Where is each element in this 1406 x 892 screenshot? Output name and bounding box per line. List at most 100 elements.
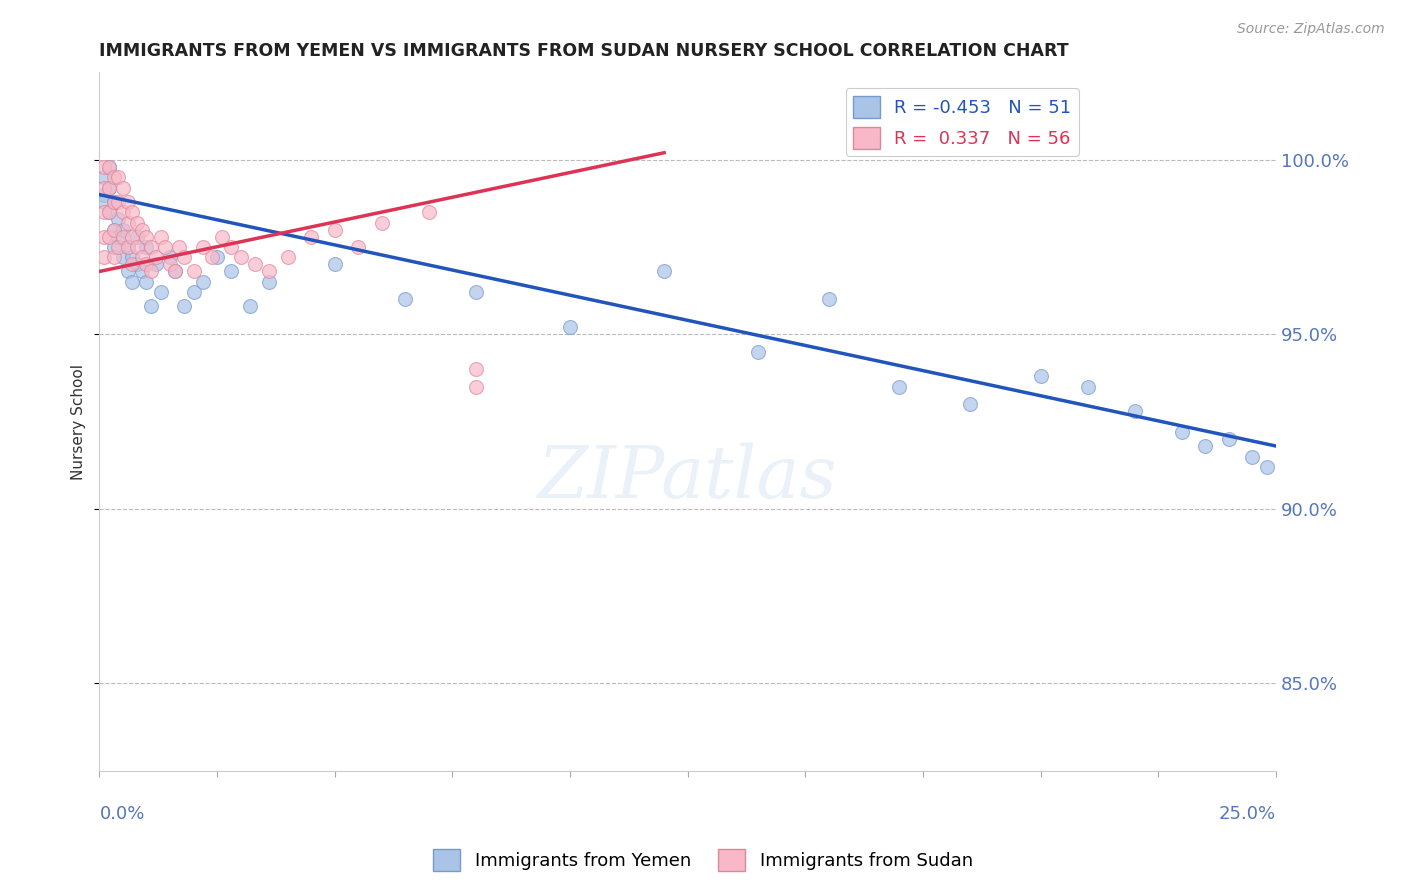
Point	[131, 222, 153, 236]
Point	[818, 293, 841, 307]
Point	[1194, 439, 1216, 453]
Point	[93, 160, 115, 174]
Point	[155, 240, 177, 254]
Point	[117, 240, 139, 254]
Point	[117, 264, 139, 278]
Point	[169, 240, 191, 254]
Point	[219, 240, 242, 254]
Point	[323, 257, 346, 271]
Point	[103, 170, 125, 185]
Point	[121, 257, 143, 271]
Point	[1171, 425, 1194, 439]
Point	[159, 257, 181, 271]
Point	[125, 229, 148, 244]
Point	[97, 180, 120, 194]
Point	[277, 251, 299, 265]
Point	[239, 299, 262, 313]
Point	[191, 240, 214, 254]
Point	[97, 160, 120, 174]
Point	[211, 229, 233, 244]
Point	[93, 180, 115, 194]
Point	[959, 397, 981, 411]
Point	[103, 240, 125, 254]
Point	[257, 275, 280, 289]
Point	[103, 194, 125, 209]
Point	[229, 251, 252, 265]
Point	[131, 264, 153, 278]
Point	[97, 229, 120, 244]
Point	[464, 379, 486, 393]
Point	[121, 275, 143, 289]
Text: IMMIGRANTS FROM YEMEN VS IMMIGRANTS FROM SUDAN NURSERY SCHOOL CORRELATION CHART: IMMIGRANTS FROM YEMEN VS IMMIGRANTS FROM…	[100, 42, 1069, 60]
Point	[1256, 460, 1278, 475]
Point	[323, 222, 346, 236]
Point	[257, 264, 280, 278]
Point	[111, 229, 134, 244]
Point	[201, 251, 224, 265]
Point	[125, 257, 148, 271]
Point	[111, 251, 134, 265]
Point	[1077, 379, 1099, 393]
Point	[135, 257, 157, 271]
Point	[464, 362, 486, 376]
Point	[163, 264, 186, 278]
Point	[243, 257, 266, 271]
Point	[111, 205, 134, 219]
Point	[149, 229, 172, 244]
Point	[1218, 432, 1240, 446]
Point	[1123, 404, 1146, 418]
Point	[107, 240, 129, 254]
Text: ZIPatlas: ZIPatlas	[538, 442, 838, 513]
Point	[173, 251, 195, 265]
Point	[205, 251, 228, 265]
Point	[131, 251, 153, 265]
Point	[299, 229, 322, 244]
Point	[135, 240, 157, 254]
Point	[107, 194, 129, 209]
Point	[1241, 450, 1264, 464]
Text: 0.0%: 0.0%	[100, 805, 145, 823]
Point	[652, 264, 675, 278]
Point	[135, 275, 157, 289]
Point	[93, 170, 115, 185]
Point	[141, 264, 163, 278]
Point	[418, 205, 440, 219]
Point	[111, 222, 134, 236]
Legend: R = -0.453   N = 51, R =  0.337   N = 56: R = -0.453 N = 51, R = 0.337 N = 56	[845, 88, 1078, 156]
Point	[163, 264, 186, 278]
Point	[1029, 369, 1052, 384]
Point	[103, 194, 125, 209]
Point	[191, 275, 214, 289]
Point	[93, 205, 115, 219]
Point	[121, 229, 143, 244]
Point	[107, 229, 129, 244]
Point	[219, 264, 242, 278]
Point	[394, 293, 416, 307]
Point	[97, 160, 120, 174]
Point	[159, 251, 181, 265]
Point	[141, 240, 163, 254]
Point	[111, 180, 134, 194]
Point	[107, 170, 129, 185]
Point	[117, 216, 139, 230]
Y-axis label: Nursery School: Nursery School	[72, 364, 86, 480]
Point	[183, 264, 205, 278]
Point	[117, 194, 139, 209]
Legend: Immigrants from Yemen, Immigrants from Sudan: Immigrants from Yemen, Immigrants from S…	[426, 842, 980, 879]
Point	[103, 251, 125, 265]
Text: Source: ZipAtlas.com: Source: ZipAtlas.com	[1237, 22, 1385, 37]
Point	[141, 299, 163, 313]
Point	[183, 285, 205, 300]
Point	[889, 379, 911, 393]
Point	[173, 299, 195, 313]
Point	[121, 251, 143, 265]
Point	[93, 194, 115, 209]
Point	[149, 285, 172, 300]
Point	[347, 240, 370, 254]
Point	[371, 216, 394, 230]
Point	[103, 222, 125, 236]
Point	[121, 205, 143, 219]
Point	[125, 240, 148, 254]
Point	[145, 251, 167, 265]
Point	[145, 257, 167, 271]
